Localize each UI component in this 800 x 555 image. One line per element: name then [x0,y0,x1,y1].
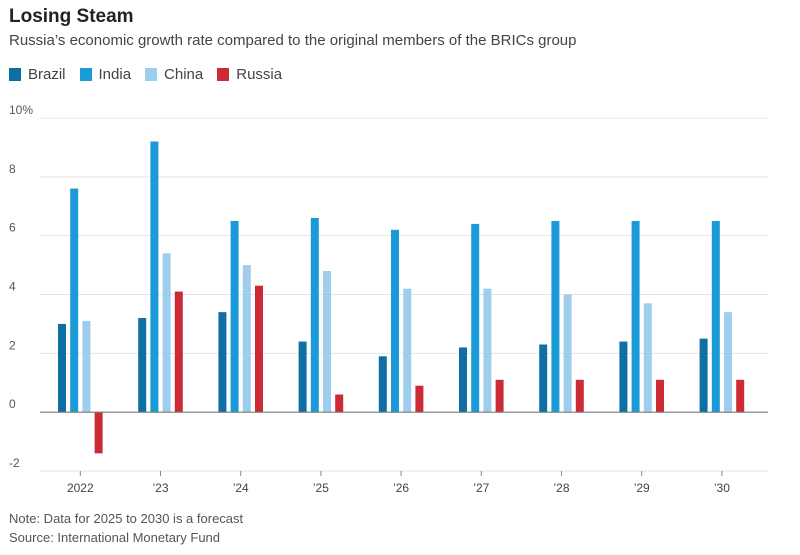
bar-brazil [619,341,628,413]
bar-india [631,220,640,413]
bar-india [70,188,79,413]
legend-item-china: China [145,66,203,83]
bar-china [242,265,251,413]
bar-india [391,229,399,413]
bar-brazil [699,338,708,413]
x-tick-label: ’23 [152,481,168,495]
y-tick-label: 2 [9,338,16,352]
bar-russia [174,291,183,413]
bar-india [471,223,480,413]
x-tick-label: ’30 [714,481,730,495]
bar-india [310,218,319,413]
x-tick-label: ’25 [313,481,329,495]
y-tick-label: 10% [9,103,33,117]
bar-brazil [298,341,307,413]
y-tick-label: -2 [9,456,20,470]
y-tick-label: 6 [9,221,16,235]
bar-russia [94,412,103,454]
legend-swatch [9,68,21,81]
legend-swatch [217,68,230,81]
bar-russia [575,379,584,413]
bar-brazil [459,347,467,413]
bar-russia [495,379,504,413]
x-tick-label: ’28 [553,481,569,495]
bar-russia [255,285,263,413]
bar-russia [415,385,424,413]
legend-item-russia: Russia [217,66,282,83]
bar-brazil [378,356,387,413]
bar-china [724,312,732,413]
x-tick-label: 2022 [67,481,94,495]
legend-label: India [98,66,132,83]
bar-russia [335,394,344,413]
legend-swatch [145,68,158,81]
chart-source: Source: International Monetary Fund [9,530,221,545]
legend-label: Russia [236,66,283,83]
x-tick-label: ’29 [634,481,650,495]
bar-brazil [539,344,548,413]
x-tick-label: ’24 [233,481,249,495]
bar-brazil [138,318,147,413]
bar-china [82,320,91,413]
chart-title: Losing Steam [9,6,134,27]
legend-label: Brazil [28,66,66,83]
y-tick-label: 8 [9,162,16,176]
bar-china [403,288,412,413]
bar-india [230,220,239,413]
legend-item-brazil: Brazil [9,66,66,83]
bar-russia [656,379,664,413]
chart-subtitle: Russia’s economic growth rate compared t… [9,32,577,49]
bar-china [563,294,572,413]
bar-brazil [218,312,227,413]
legend-label: China [164,66,204,83]
bar-china [643,303,652,413]
bar-china [483,288,492,413]
legend-swatch [79,68,92,81]
bar-china [162,253,171,413]
bar-china [323,270,331,413]
x-tick-label: ’27 [473,481,489,495]
y-tick-label: 4 [9,280,16,294]
bar-india [711,220,720,413]
bar-india [551,220,560,413]
bar-india [150,141,159,413]
bar-russia [736,379,745,413]
legend: Brazil India China Russia [9,66,296,83]
bar-brazil [58,323,66,413]
x-tick-label: ’26 [393,481,409,495]
legend-item-india: India [79,66,132,83]
y-tick-label: 0 [9,397,16,411]
chart-note: Note: Data for 2025 to 2030 is a forecas… [9,511,244,526]
